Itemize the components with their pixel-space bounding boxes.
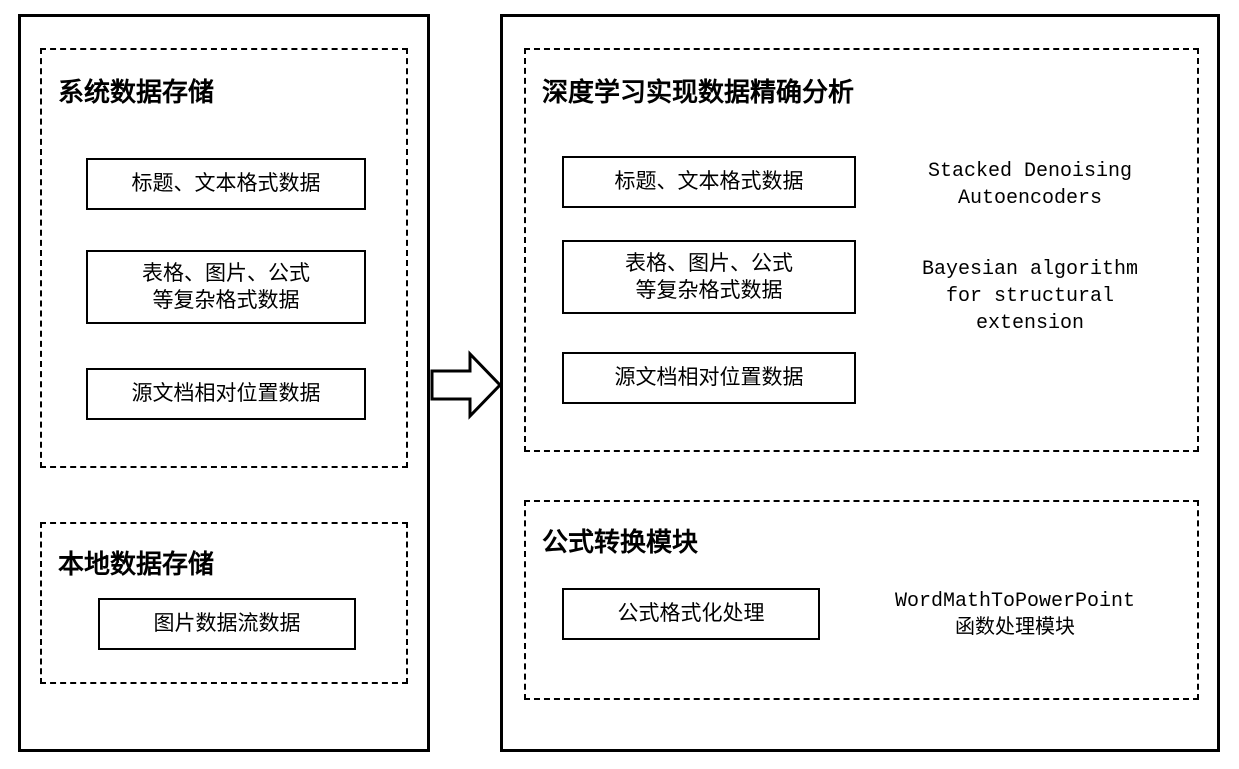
formula-item-1: 公式格式化处理 (562, 588, 820, 640)
sys-item-2-text: 表格、图片、公式 等复杂格式数据 (142, 260, 310, 315)
sys-item-1: 标题、文本格式数据 (86, 158, 366, 210)
dl-item-2-text: 表格、图片、公式 等复杂格式数据 (625, 250, 793, 305)
sys-item-3-text: 源文档相对位置数据 (132, 380, 321, 407)
sys-item-1-text: 标题、文本格式数据 (132, 170, 321, 197)
dl-title: 深度学习实现数据精确分析 (542, 72, 854, 109)
formula-side-en: WordMathToPowerPoint (850, 588, 1180, 615)
dl-item-2: 表格、图片、公式 等复杂格式数据 (562, 240, 856, 314)
dl-item-3-text: 源文档相对位置数据 (615, 364, 804, 391)
local-item-1: 图片数据流数据 (98, 598, 356, 650)
sys-item-3: 源文档相对位置数据 (86, 368, 366, 420)
formula-item-1-text: 公式格式化处理 (618, 600, 765, 627)
dl-item-3: 源文档相对位置数据 (562, 352, 856, 404)
local-item-1-text: 图片数据流数据 (154, 610, 301, 637)
dl-item-1: 标题、文本格式数据 (562, 156, 856, 208)
dl-side-2: Bayesian algorithm for structural extens… (880, 256, 1180, 337)
local-storage-title: 本地数据存储 (58, 544, 214, 581)
dl-item-1-text: 标题、文本格式数据 (615, 168, 804, 195)
system-storage-title: 系统数据存储 (58, 72, 214, 109)
flow-arrow-icon (430, 350, 502, 420)
dl-side-1: Stacked Denoising Autoencoders (880, 158, 1180, 212)
formula-title: 公式转换模块 (542, 522, 698, 559)
sys-item-2: 表格、图片、公式 等复杂格式数据 (86, 250, 366, 324)
formula-side-cn: 函数处理模块 (850, 614, 1180, 641)
